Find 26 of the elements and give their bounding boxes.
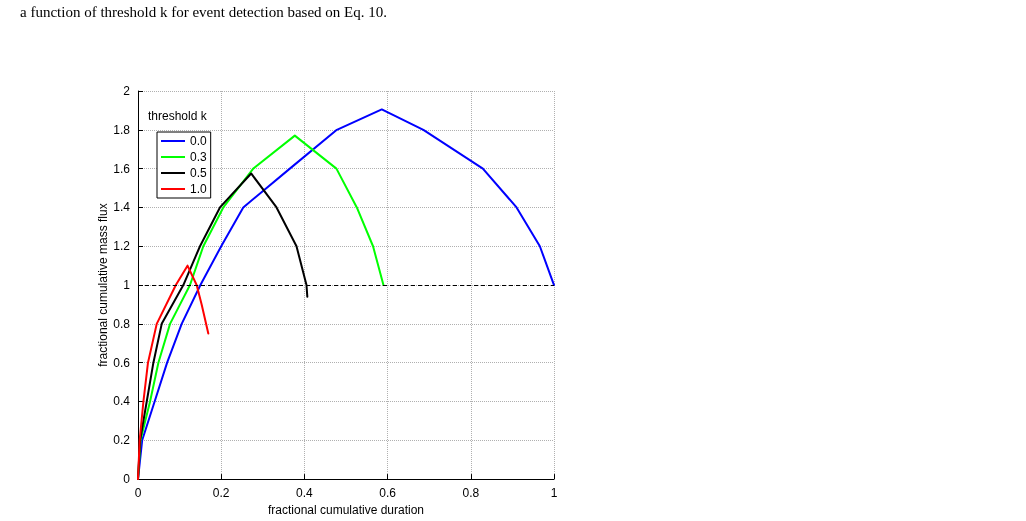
x-tick-label: 0.8 [462,486,480,501]
legend-title: threshold k [148,109,208,123]
line-series [137,264,210,481]
y-tick-label: 0 [123,472,131,487]
x-tick-label: 1 [550,486,558,501]
y-tick-label: 0.6 [113,355,131,370]
y-tick-label: 0.2 [113,433,131,448]
x-axis-title: fractional cumulative duration [267,503,425,517]
y-axis-title: fractional cumulative mass flux [96,203,111,367]
x-tick-label: 0.6 [379,486,397,501]
y-tick-label: 0.8 [113,316,131,331]
legend-label: 1.0 [190,182,208,196]
legend-label: 0.0 [190,134,208,148]
y-tick-label: 1.8 [113,122,131,137]
x-tick-label: 0.4 [296,486,314,501]
y-tick-label: 1.2 [113,239,131,254]
x-tick-label: 0.2 [212,486,230,501]
y-tick-label: 0.4 [113,394,131,409]
y-tick-label: 1.6 [113,161,131,176]
x-tick-label: 0 [134,486,142,501]
text: a function of threshold k for event detection based on Eq. 10. [20,3,387,20]
y-tick-label: 2 [123,84,131,98]
y-tick-label: 1.4 [113,200,131,215]
y-tick-label: 1 [123,278,131,293]
legend-label: 0.3 [190,150,208,164]
legend-label: 0.5 [190,166,208,180]
